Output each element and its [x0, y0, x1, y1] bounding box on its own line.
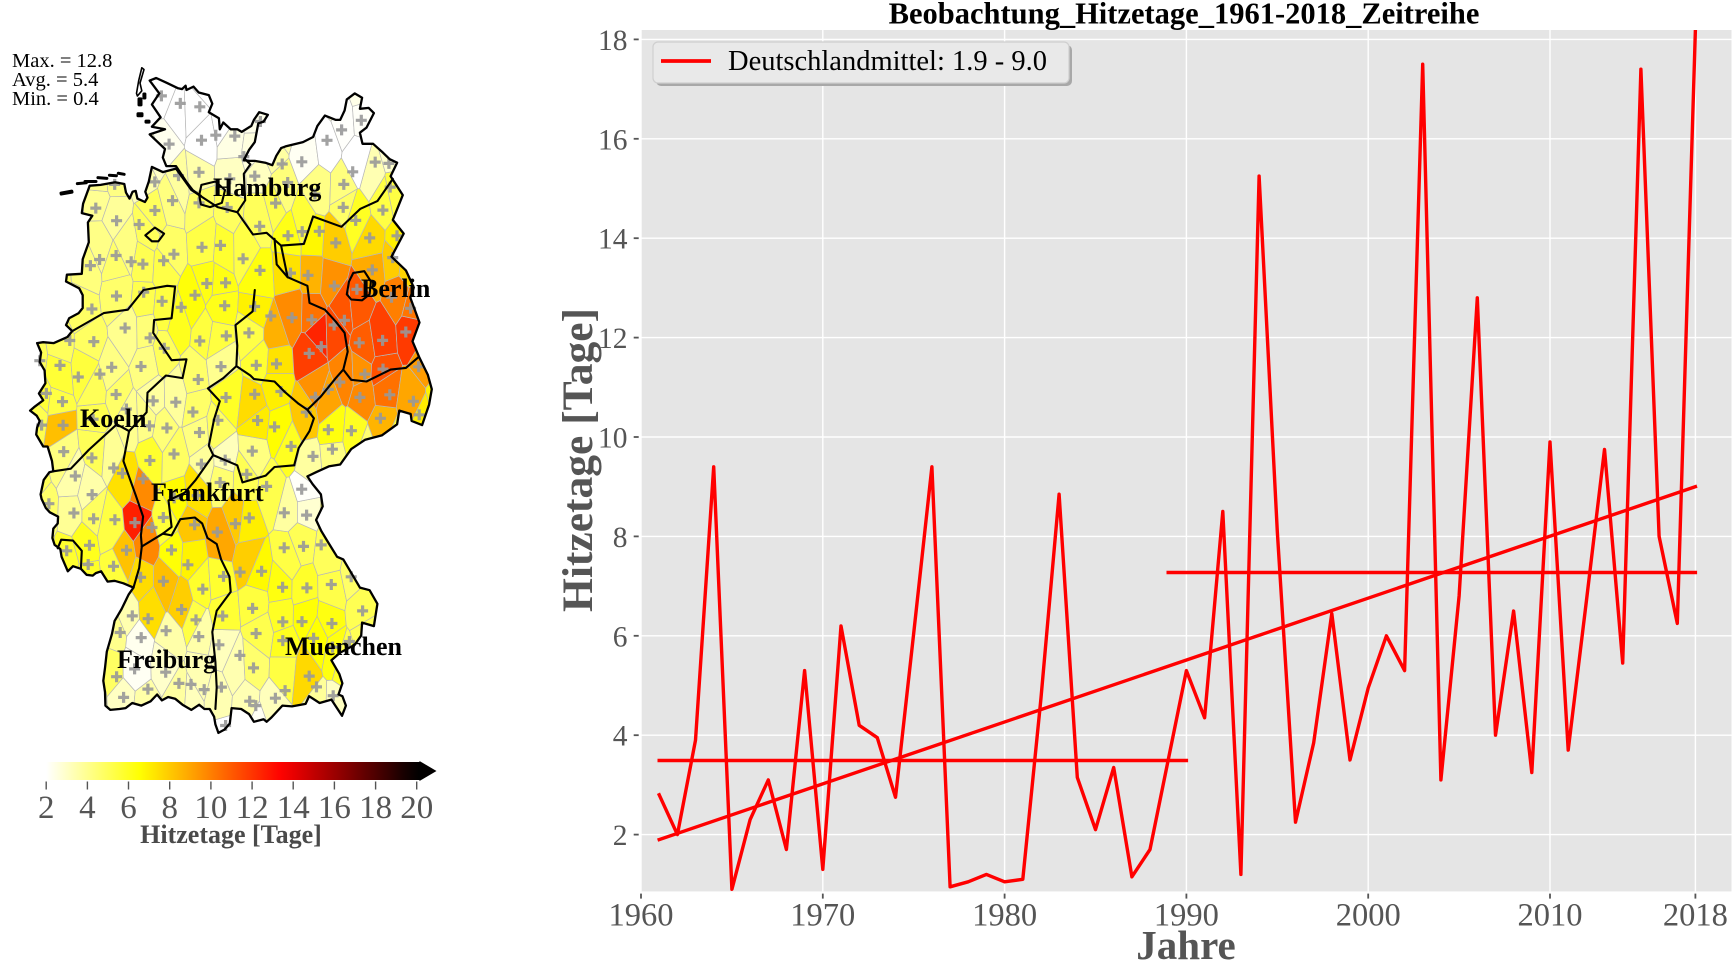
svg-text:2: 2 [613, 820, 628, 852]
svg-text:Avg. = 5.4: Avg. = 5.4 [12, 69, 98, 91]
svg-text:Hamburg: Hamburg [213, 173, 321, 202]
svg-text:1970: 1970 [790, 898, 855, 934]
svg-text:Deutschlandmittel: 1.9 - 9.0: Deutschlandmittel: 1.9 - 9.0 [728, 46, 1047, 77]
svg-text:Jahre: Jahre [1136, 922, 1235, 968]
svg-text:2018: 2018 [1663, 898, 1728, 934]
svg-text:Frankfurt: Frankfurt [151, 478, 264, 507]
svg-text:Berlin: Berlin [361, 274, 431, 303]
svg-text:Freiburg: Freiburg [117, 645, 216, 674]
svg-text:1960: 1960 [609, 898, 674, 934]
svg-text:6: 6 [613, 621, 628, 653]
svg-text:20: 20 [400, 790, 433, 826]
svg-text:Beobachtung_Hitzetage_1961-201: Beobachtung_Hitzetage_1961-2018_Zeitreih… [889, 0, 1480, 31]
svg-text:Muenchen: Muenchen [285, 632, 403, 661]
svg-text:2: 2 [38, 790, 55, 826]
svg-text:2000: 2000 [1336, 898, 1401, 934]
svg-text:Hitzetage [Tage]: Hitzetage [Tage] [140, 820, 322, 849]
svg-text:10: 10 [194, 790, 227, 826]
svg-text:Hitzetage [Tage]: Hitzetage [Tage] [554, 308, 602, 612]
svg-text:8: 8 [613, 522, 628, 554]
svg-text:2010: 2010 [1518, 898, 1583, 934]
svg-text:8: 8 [161, 790, 178, 826]
svg-text:Koeln: Koeln [80, 404, 147, 433]
svg-text:4: 4 [79, 790, 96, 826]
svg-text:10: 10 [598, 423, 628, 455]
svg-text:12: 12 [598, 323, 628, 355]
svg-text:4: 4 [613, 721, 628, 753]
svg-text:Min. = 0.4: Min. = 0.4 [12, 88, 99, 110]
svg-text:18: 18 [598, 25, 628, 57]
svg-text:18: 18 [359, 790, 392, 826]
svg-text:16: 16 [318, 790, 351, 826]
svg-text:14: 14 [598, 224, 628, 256]
svg-text:16: 16 [598, 124, 628, 156]
svg-text:Max. = 12.8: Max. = 12.8 [12, 50, 112, 72]
svg-text:6: 6 [120, 790, 137, 826]
svg-text:14: 14 [277, 790, 310, 826]
svg-text:1990: 1990 [1154, 898, 1219, 934]
svg-text:12: 12 [236, 790, 269, 826]
svg-text:1980: 1980 [972, 898, 1037, 934]
